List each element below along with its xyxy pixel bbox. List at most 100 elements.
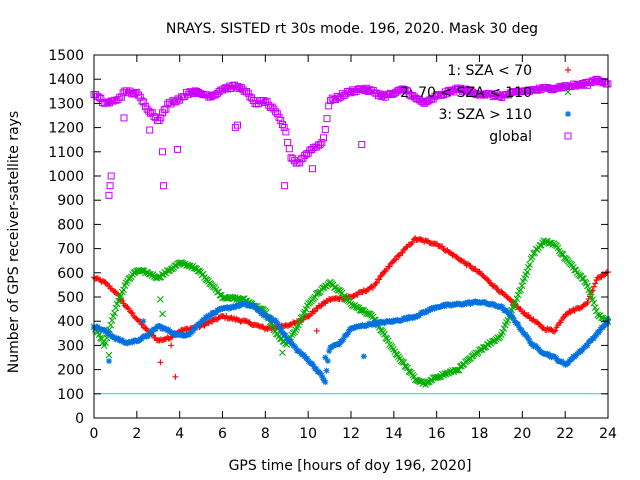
outlier-point <box>160 182 168 190</box>
data-point <box>396 252 403 259</box>
x-tick-label: 22 <box>556 426 574 442</box>
y-tick-label: 1000 <box>48 169 84 185</box>
data-point <box>106 283 113 290</box>
outlier-point <box>313 327 320 334</box>
x-tick-label: 24 <box>599 426 617 442</box>
data-point <box>189 327 196 334</box>
outlier-point <box>358 141 366 149</box>
data-point <box>468 265 475 272</box>
y-tick-label: 700 <box>57 242 84 258</box>
data-point <box>439 243 446 250</box>
outlier-point <box>140 318 147 325</box>
x-tick-label: 8 <box>261 426 270 442</box>
data-point <box>282 128 290 136</box>
series-3 <box>91 298 611 386</box>
legend-label: global <box>489 129 532 145</box>
data-point <box>321 299 328 306</box>
outlier-point <box>106 182 114 190</box>
data-point <box>285 145 293 153</box>
legend-marker <box>564 132 572 140</box>
data-point <box>409 239 416 246</box>
data-point <box>433 373 441 381</box>
outlier-point <box>120 114 128 122</box>
data-point <box>216 314 223 321</box>
data-point <box>120 286 127 294</box>
y-tick-label: 1200 <box>48 121 84 137</box>
data-point <box>551 328 558 335</box>
data-point <box>357 307 365 314</box>
data-point <box>392 256 399 263</box>
legend-item: 3: SZA > 110 <box>439 107 571 123</box>
data-point <box>176 259 184 267</box>
legend-marker <box>565 111 571 117</box>
data-point <box>277 116 285 124</box>
outlier-point <box>157 359 164 366</box>
data-point <box>313 365 320 372</box>
data-point <box>310 308 317 315</box>
legend-item: 1: SZA < 70 <box>447 63 571 79</box>
data-point <box>556 320 563 327</box>
data-point <box>407 241 414 248</box>
data-point <box>102 339 109 347</box>
data-point <box>497 289 504 296</box>
data-point <box>138 267 145 274</box>
data-point <box>141 324 148 331</box>
legend-item: 2: 70 < SZA < 110 <box>400 85 572 101</box>
y-tick-label: 200 <box>57 363 84 379</box>
outlier-point <box>107 172 115 180</box>
outlier-point <box>322 354 329 361</box>
outlier-point <box>174 145 182 153</box>
y-tick-label: 300 <box>57 338 84 354</box>
data-point <box>387 260 394 267</box>
outlier-point <box>105 191 113 199</box>
data-point <box>415 377 423 385</box>
outlier-point <box>105 358 112 365</box>
data-point <box>280 124 288 132</box>
data-point <box>583 301 590 308</box>
outlier-point <box>308 165 316 173</box>
data-point <box>373 279 380 286</box>
y-axis-label: Number of GPS receiver-satellite rays <box>6 111 22 373</box>
data-point <box>296 318 303 326</box>
data-point <box>324 357 331 364</box>
x-tick-label: 18 <box>471 426 489 442</box>
series-2 <box>90 237 612 388</box>
data-point <box>400 359 408 366</box>
data-point <box>243 318 250 325</box>
x-axis-label: GPS time [hours of doy 196, 2020] <box>229 458 472 474</box>
y-tick-label: 1400 <box>48 72 84 88</box>
data-point <box>318 138 326 146</box>
data-point <box>259 323 266 330</box>
outlier-point <box>159 310 166 318</box>
data-point <box>580 302 587 309</box>
data-point <box>578 274 586 282</box>
outlier-point <box>168 342 175 349</box>
x-tick-label: 16 <box>428 426 446 442</box>
y-tick-label: 400 <box>57 314 84 330</box>
data-point <box>381 330 388 338</box>
data-point <box>506 295 513 302</box>
chart-title: NRAYS. SISTED rt 30s mode. 196, 2020. Ma… <box>166 21 538 37</box>
data-point <box>386 263 393 270</box>
x-tick-label: 4 <box>175 426 184 442</box>
data-point <box>112 304 120 312</box>
data-point <box>372 280 379 287</box>
data-point <box>455 256 462 263</box>
data-point <box>524 313 531 320</box>
outlier-point <box>279 349 286 357</box>
outlier-point <box>360 353 367 360</box>
data-point <box>446 249 453 256</box>
data-point <box>305 313 312 320</box>
data-point <box>466 262 473 269</box>
data-point <box>526 314 533 321</box>
legend-label: 3: SZA > 110 <box>439 107 532 123</box>
data-point <box>255 322 262 329</box>
data-point <box>360 287 367 294</box>
data-point <box>159 337 166 344</box>
x-tick-label: 10 <box>299 426 317 442</box>
legend-marker <box>564 88 572 96</box>
data-point <box>449 252 456 259</box>
legend-item: global <box>489 129 572 145</box>
outlier-point <box>159 148 167 156</box>
outlier-point <box>281 182 289 190</box>
